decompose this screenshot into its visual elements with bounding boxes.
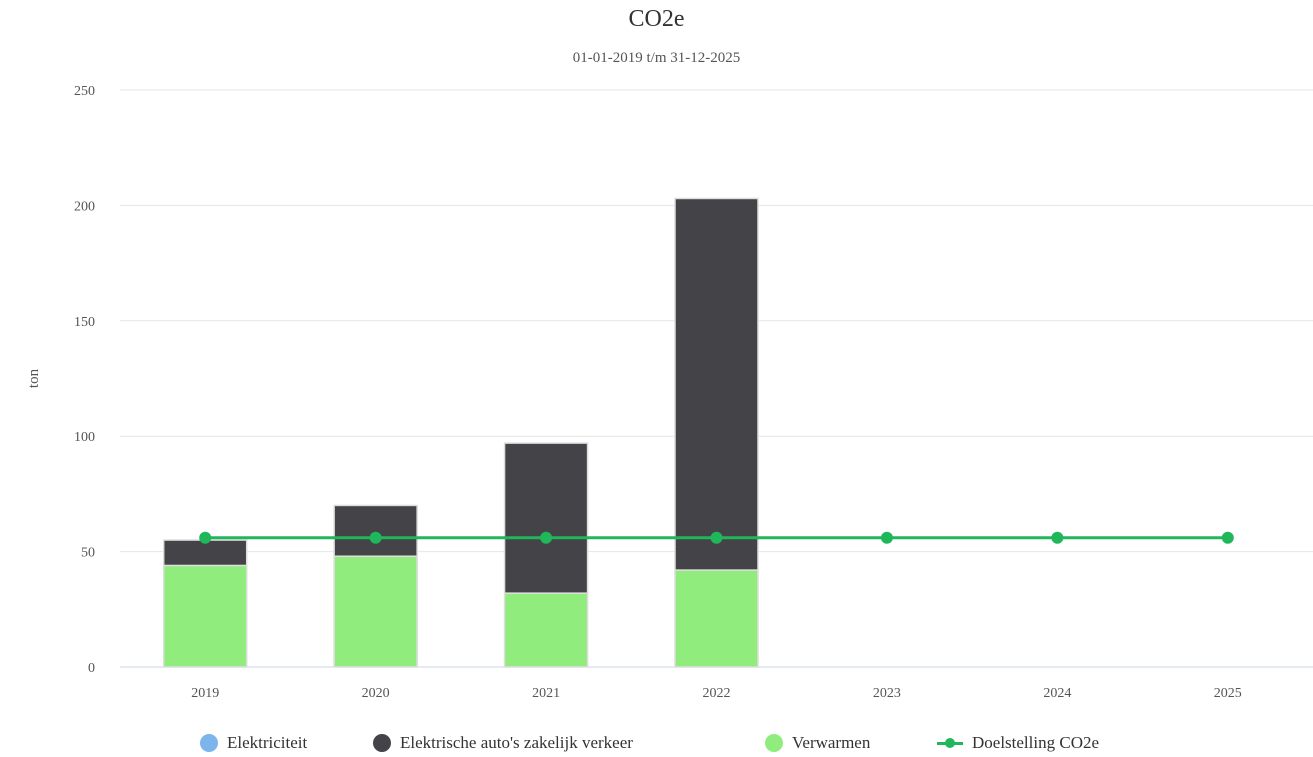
legend-swatch-doelstelling (937, 737, 963, 749)
legend-swatch-verwarmen (765, 734, 783, 752)
y-tick-label-100: 100 (74, 430, 95, 445)
bar-1-2022 (674, 197, 759, 571)
legend-label-elektriciteit: Elektriciteit (227, 733, 308, 752)
bar-2-2021 (503, 592, 589, 668)
y-tick-label-0: 0 (88, 661, 95, 676)
bar-2-2022 (674, 569, 759, 668)
bar-1-2021 (503, 442, 589, 594)
y-tick-label-200: 200 (74, 199, 95, 214)
y-tick-label-150: 150 (74, 315, 95, 330)
bar-2-2019 (162, 564, 248, 668)
legend-item-verwarmen[interactable]: Verwarmen (765, 733, 870, 753)
line-point-2025 (1221, 531, 1234, 544)
x-tick-label-2025: 2025 (1214, 686, 1242, 701)
y-axis-label: ton (26, 368, 42, 388)
line-point-2020 (369, 531, 382, 544)
chart-plot: 0 50 100 150 200 250 ton 2019 2020 2021 2022 2023 20… (26, 84, 1313, 701)
x-tick-label-2021: 2021 (532, 686, 560, 701)
legend-swatch-elektriciteit (200, 734, 218, 752)
legend-label-doelstelling: Doelstelling CO2e (972, 733, 1100, 752)
line-point-2021 (540, 531, 553, 544)
chart-legend: Elektriciteit Elektrische auto's zakelij… (0, 733, 1313, 757)
x-tick-label-2020: 2020 (362, 686, 390, 701)
x-tick-label-2024: 2024 (1043, 686, 1071, 701)
x-tick-label-2023: 2023 (873, 686, 901, 701)
y-tick-label-50: 50 (81, 546, 95, 561)
chart-title: CO2e (628, 6, 685, 32)
y-tick-label-250: 250 (74, 84, 95, 99)
legend-swatch-elektrische-autos (373, 734, 391, 752)
legend-item-elektriciteit[interactable]: Elektriciteit (200, 733, 307, 753)
line-point-2024 (1051, 531, 1064, 544)
legend-item-doelstelling[interactable]: Doelstelling CO2e (937, 733, 1099, 753)
line-point-2022 (710, 531, 723, 544)
legend-label-elektrische-autos: Elektrische auto's zakelijk verkeer (400, 733, 633, 752)
x-tick-label-2022: 2022 (703, 686, 731, 701)
legend-label-verwarmen: Verwarmen (792, 733, 871, 752)
bar-1-2020 (333, 504, 418, 557)
x-tick-label-2019: 2019 (191, 686, 219, 701)
chart-subtitle: 01-01-2019 t/m 31-12-2025 (572, 50, 741, 66)
line-point-2023 (880, 531, 893, 544)
legend-item-elektrische-autos[interactable]: Elektrische auto's zakelijk verkeer (373, 733, 633, 753)
line-point-2019 (199, 531, 212, 544)
bar-1-2019 (162, 539, 248, 567)
bar-2-2020 (333, 555, 418, 668)
